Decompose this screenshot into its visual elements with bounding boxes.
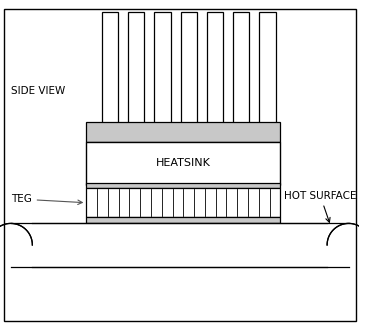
Bar xyxy=(86,188,280,217)
Text: HOT SURFACE: HOT SURFACE xyxy=(284,190,357,222)
Bar xyxy=(259,12,276,124)
Bar xyxy=(86,142,280,185)
Bar xyxy=(233,12,249,124)
Bar xyxy=(86,122,280,142)
Text: SIDE VIEW: SIDE VIEW xyxy=(11,86,65,96)
Bar xyxy=(86,183,280,188)
Bar xyxy=(86,217,280,222)
Bar xyxy=(181,12,197,124)
Bar xyxy=(128,12,144,124)
Bar xyxy=(207,12,223,124)
Text: TEG: TEG xyxy=(11,194,82,205)
Bar xyxy=(11,222,349,267)
Bar xyxy=(154,12,171,124)
Text: HEATSINK: HEATSINK xyxy=(156,158,211,168)
Bar xyxy=(102,12,118,124)
